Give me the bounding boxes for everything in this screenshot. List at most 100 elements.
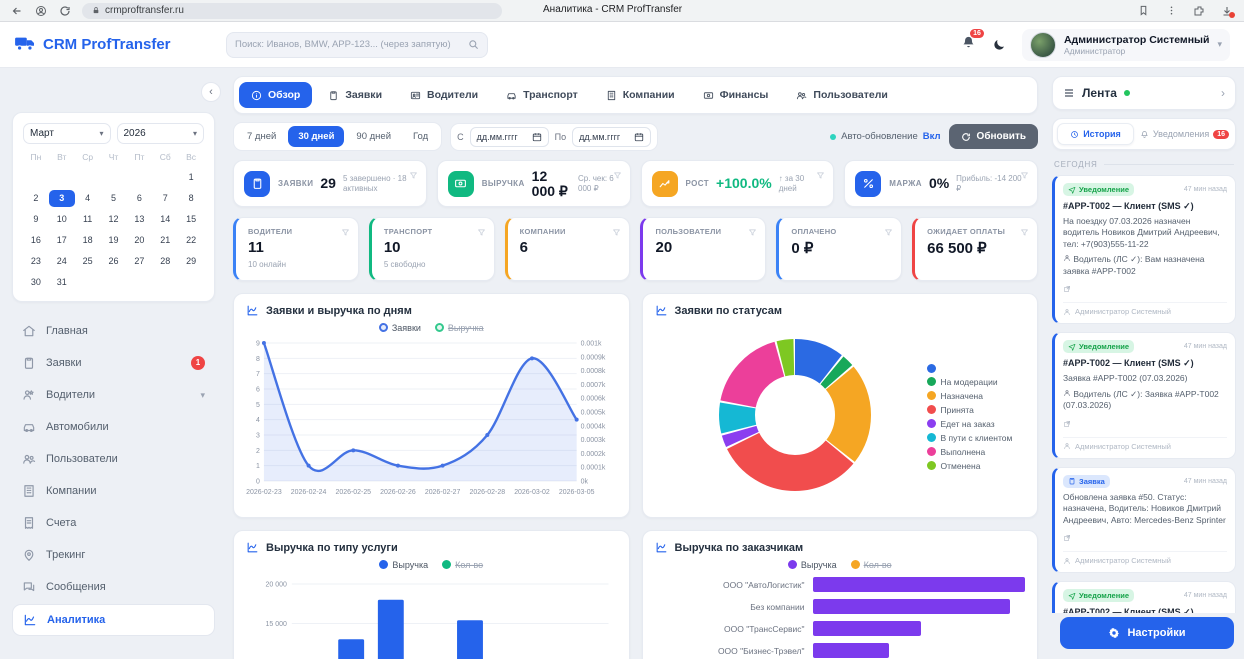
feed-tab-bell[interactable]: Уведомления 16 [1138,124,1231,144]
calendar-day[interactable]: 26 [101,253,127,270]
calendar-day[interactable]: 12 [101,211,127,228]
legend-item[interactable]: Выполнена [927,447,1013,457]
dark-mode-toggle[interactable] [992,38,1006,52]
notifications-button[interactable]: 16 [961,35,976,55]
funnel-icon[interactable] [748,224,757,242]
sidebar-item-receipt[interactable]: Счета [12,508,215,538]
user-menu[interactable]: Администратор Системный Администратор ▾ [1022,29,1230,61]
stat-card[interactable]: ОЖИДАЕТ ОПЛАТЫ 66 500 ₽ [912,217,1038,281]
feed-collapse-button[interactable]: › [1221,86,1225,100]
range-button[interactable]: 90 дней [346,126,401,147]
sidebar-item-pin[interactable]: Трекинг [12,540,215,570]
tab-idcard[interactable]: Водители [398,82,490,108]
calendar-day[interactable]: 24 [49,253,75,270]
calendar-day[interactable]: 8 [178,190,204,207]
bar[interactable] [813,599,1011,614]
stat-card[interactable]: ВОДИТЕЛИ 11 10 онлайн [233,217,359,281]
auto-refresh-toggle[interactable]: Вкл [923,131,941,142]
calendar-day[interactable]: 30 [23,274,49,291]
feed-card[interactable]: Уведомление 47 мин назад #APP-T002 — Кли… [1052,581,1236,613]
legend-item[interactable]: Принята [927,405,1013,415]
date-from-input[interactable]: дд.мм.гггг [470,127,549,147]
sidebar-item-chat[interactable]: Сообщения [12,572,215,602]
legend-item[interactable]: Отменена [927,461,1013,471]
calendar-day[interactable]: 29 [178,253,204,270]
calendar-day[interactable]: 3 [49,190,75,207]
back-icon[interactable] [10,4,24,18]
calendar-day[interactable]: 27 [126,253,152,270]
sidebar-item-chart[interactable]: Аналитика [12,604,215,636]
calendar-day[interactable]: 18 [75,232,101,249]
calendar-day[interactable]: 13 [126,211,152,228]
calendar-day[interactable]: 2 [23,190,49,207]
sidebar-item-car[interactable]: Автомобили [12,412,215,442]
reload-icon[interactable] [58,4,72,18]
calendar-day[interactable]: 4 [75,190,101,207]
legend-item[interactable]: Выручка [788,560,837,570]
calendar-day[interactable]: 14 [152,211,178,228]
tab-info[interactable]: Обзор [239,82,312,108]
bookmark-icon[interactable] [1136,4,1150,18]
calendar-day[interactable]: 15 [178,211,204,228]
funnel-icon[interactable] [884,224,893,242]
feed-tab-history[interactable]: История [1057,123,1134,145]
calendar-day[interactable]: 19 [101,232,127,249]
stat-card[interactable]: КОМПАНИИ 6 [505,217,631,281]
bar[interactable] [378,600,404,659]
range-button[interactable]: Год [403,126,438,147]
funnel-icon[interactable] [1020,167,1029,185]
external-link-icon[interactable] [1063,529,1227,547]
calendar-day[interactable]: 25 [75,253,101,270]
funnel-icon[interactable] [477,224,486,242]
feed-card[interactable]: Уведомление 47 мин назад #APP-T002 — Кли… [1052,175,1236,324]
legend-item[interactable] [927,364,1013,373]
sidebar-item-home[interactable]: Главная [12,316,215,346]
search-input[interactable] [235,39,468,50]
calendar-day[interactable]: 22 [178,232,204,249]
calendar-day[interactable]: 10 [49,211,75,228]
external-link-icon[interactable] [1063,280,1227,298]
funnel-icon[interactable] [1020,224,1029,242]
legend-item[interactable]: Заявки [379,323,421,333]
stat-card[interactable]: ОПЛАЧЕНО 0 ₽ [776,217,902,281]
global-search[interactable] [226,32,488,58]
legend-item[interactable]: На модерации [927,377,1013,387]
funnel-icon[interactable] [341,224,350,242]
calendar-day[interactable]: 6 [126,190,152,207]
bar[interactable] [813,621,921,636]
tab-building[interactable]: Компании [594,82,687,108]
tab-car[interactable]: Транспорт [494,82,590,108]
legend-item[interactable]: Назначена [927,391,1013,401]
calendar-day[interactable]: 5 [101,190,127,207]
settings-button[interactable]: Настройки [1060,617,1234,649]
range-button[interactable]: 7 дней [237,126,286,147]
funnel-icon[interactable] [816,167,825,185]
feed-card[interactable]: Заявка 47 мин назад Обновлена заявка #50… [1052,467,1236,573]
legend-item[interactable]: Кол-во [851,560,892,570]
sidebar-collapse-button[interactable]: ‹ [201,82,221,102]
funnel-icon[interactable] [613,167,622,185]
bar[interactable] [813,643,890,658]
calendar-day[interactable]: 17 [49,232,75,249]
sidebar-item-users[interactable]: Пользователи [12,444,215,474]
legend-item[interactable]: Выручка [435,323,484,333]
calendar-day[interactable]: 16 [23,232,49,249]
menu-dots-icon[interactable] [1164,4,1178,18]
sidebar-item-clipboard[interactable]: Заявки 1 [12,348,215,378]
date-to-input[interactable]: дд.мм.гггг [572,127,651,147]
legend-item[interactable]: Кол-во [442,560,483,570]
external-link-icon[interactable] [1063,415,1227,433]
extensions-icon[interactable] [1192,4,1206,18]
bar[interactable] [813,577,1026,592]
refresh-button[interactable]: Обновить [949,124,1038,149]
profile-icon[interactable] [34,4,48,18]
calendar-day[interactable]: 7 [152,190,178,207]
calendar-day[interactable]: 21 [152,232,178,249]
calendar-day[interactable]: 28 [152,253,178,270]
stat-card[interactable]: ТРАНСПОРТ 10 5 свободно [369,217,495,281]
month-select[interactable]: Март▾ [23,123,111,144]
range-button[interactable]: 30 дней [288,126,344,147]
kpi-card[interactable]: ЗАЯВКИ 29 5 завершено · 18 активных [233,160,427,207]
sidebar-item-building[interactable]: Компании [12,476,215,506]
year-select[interactable]: 2026▾ [117,123,205,144]
